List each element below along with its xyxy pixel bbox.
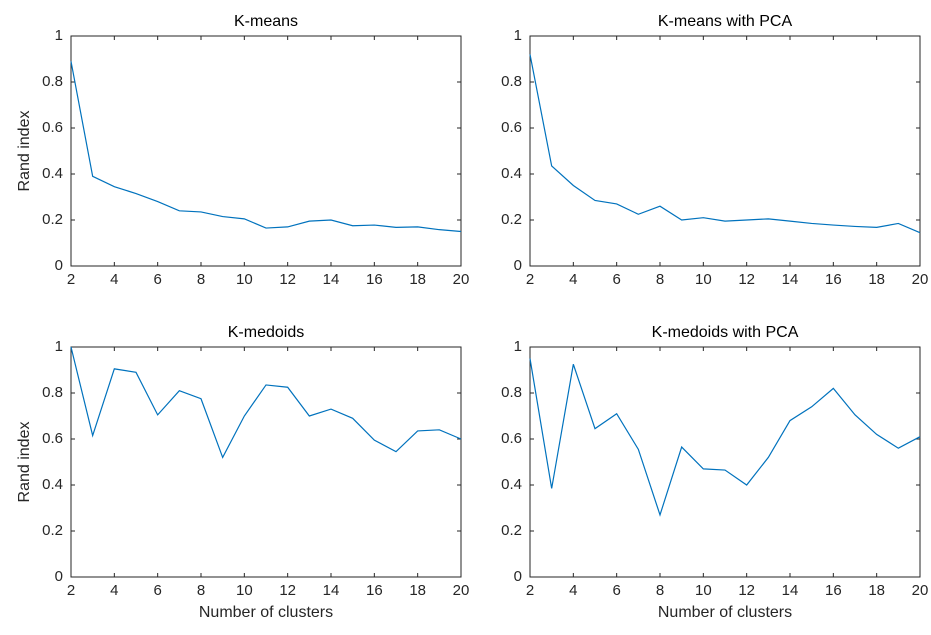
data-line — [529, 54, 921, 234]
x-tick-label: 16 — [825, 271, 842, 288]
x-tick-label: 4 — [110, 582, 118, 599]
x-tick-label: 2 — [67, 271, 75, 288]
subplot: 00.20.40.60.812 4 6 8 10 12 14 16 18 20K-medoids … — [501, 324, 928, 621]
x-tick-label: 8 — [656, 271, 664, 288]
x-tick-label: 10 — [236, 582, 253, 599]
x-tick-label: 6 — [153, 582, 161, 599]
data-line — [70, 61, 462, 233]
x-tick-label: 18 — [409, 582, 426, 599]
chart-title: K-medoids with PCA — [652, 324, 799, 341]
subplot: 00.20.40.60.812 4 6 8 10 12 14 16 18 20K-meansRan… — [16, 13, 469, 288]
x-tick-label: 4 — [569, 582, 577, 599]
y-tick-label: 0.2 — [42, 211, 63, 228]
x-tick-label: 12 — [738, 271, 755, 288]
y-tick-label: 0 — [514, 568, 522, 585]
x-tick-label: 20 — [453, 582, 470, 599]
axes-box — [70, 35, 462, 267]
y-tick-label: 0.2 — [501, 211, 522, 228]
y-tick-label: 0.4 — [501, 476, 522, 493]
axes-box — [529, 35, 921, 267]
subplot: 00.20.40.60.812 4 6 8 10 12 14 16 18 20K-medoidsR… — [16, 324, 469, 621]
y-tick-label: 0.6 — [501, 119, 522, 136]
x-tick-label: 18 — [868, 582, 885, 599]
y-tick-label: 0.8 — [501, 384, 522, 401]
x-tick-label: 14 — [323, 271, 340, 288]
x-axis-label: Number of clusters — [199, 604, 333, 621]
x-tick-label: 20 — [453, 271, 470, 288]
y-tick-label: 1 — [55, 27, 63, 44]
x-tick-label: 2 — [526, 271, 534, 288]
y-tick-label: 0.4 — [42, 165, 63, 182]
x-tick-label: 8 — [656, 582, 664, 599]
x-tick-label: 14 — [323, 582, 340, 599]
y-tick-label: 0.6 — [501, 430, 522, 447]
chart-title: K-means — [234, 13, 298, 30]
subplot: 00.20.40.60.812 4 6 8 10 12 14 16 18 20K-means wi… — [501, 13, 928, 288]
y-tick-label: 0 — [55, 257, 63, 274]
y-tick-label: 0.6 — [42, 119, 63, 136]
x-tick-label: 18 — [409, 271, 426, 288]
y-tick-label: 1 — [514, 27, 522, 44]
chart-title: K-means with PCA — [658, 13, 793, 30]
x-tick-label: 4 — [569, 271, 577, 288]
x-tick-label: 10 — [236, 271, 253, 288]
y-tick-label: 0.8 — [42, 384, 63, 401]
x-tick-label: 6 — [612, 582, 620, 599]
data-line — [529, 358, 921, 517]
x-tick-label: 4 — [110, 271, 118, 288]
x-tick-label: 2 — [526, 582, 534, 599]
axes-box — [529, 346, 921, 578]
x-tick-label: 16 — [825, 582, 842, 599]
y-tick-label: 0.2 — [501, 522, 522, 539]
x-axis-label: Number of clusters — [658, 604, 792, 621]
y-tick-label: 1 — [514, 338, 522, 355]
y-tick-label: 0.8 — [501, 73, 522, 90]
x-tick-label: 10 — [695, 271, 712, 288]
axes-box — [70, 346, 462, 578]
y-tick-label: 0.6 — [42, 430, 63, 447]
y-axis-label: Rand index — [16, 422, 33, 503]
x-tick-label: 2 — [67, 582, 75, 599]
x-tick-label: 10 — [695, 582, 712, 599]
x-tick-label: 20 — [912, 582, 929, 599]
x-tick-label: 6 — [153, 271, 161, 288]
y-tick-label: 0.4 — [501, 165, 522, 182]
y-axis-label: Rand index — [16, 111, 33, 192]
y-tick-label: 1 — [55, 338, 63, 355]
x-tick-label: 14 — [782, 582, 799, 599]
x-tick-label: 16 — [366, 271, 383, 288]
x-tick-label: 8 — [197, 271, 205, 288]
x-tick-label: 20 — [912, 271, 929, 288]
y-tick-label: 0 — [55, 568, 63, 585]
y-tick-label: 0.8 — [42, 73, 63, 90]
y-tick-label: 0.2 — [42, 522, 63, 539]
x-tick-label: 18 — [868, 271, 885, 288]
x-tick-label: 8 — [197, 582, 205, 599]
x-tick-label: 12 — [279, 582, 296, 599]
x-tick-label: 6 — [612, 271, 620, 288]
x-tick-label: 12 — [279, 271, 296, 288]
x-tick-label: 14 — [782, 271, 799, 288]
x-tick-label: 12 — [738, 582, 755, 599]
chart-title: K-medoids — [228, 324, 304, 341]
y-tick-label: 0 — [514, 257, 522, 274]
x-tick-label: 16 — [366, 582, 383, 599]
y-tick-label: 0.4 — [42, 476, 63, 493]
data-line — [70, 346, 462, 459]
